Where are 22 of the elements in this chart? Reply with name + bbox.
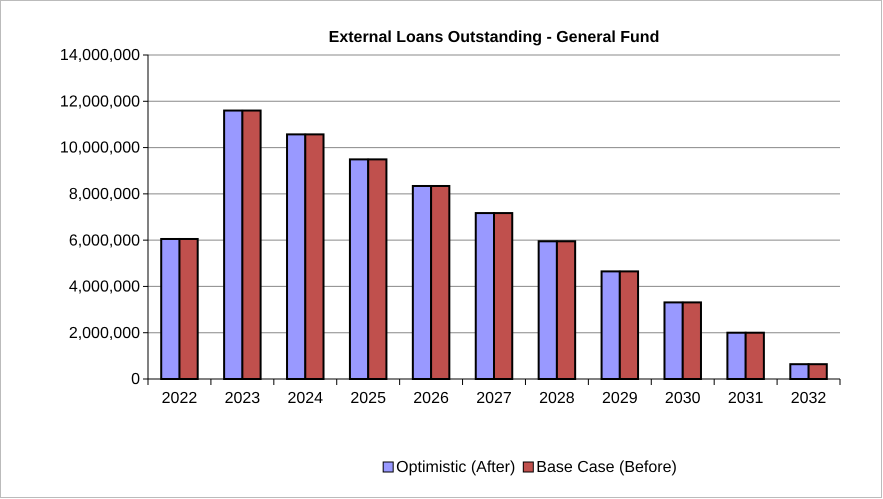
x-tick-label: 2028 bbox=[539, 390, 575, 407]
x-tick-label: 2022 bbox=[162, 390, 198, 407]
y-tick-label: 12,000,000 bbox=[60, 93, 140, 110]
x-tick-label: 2026 bbox=[413, 390, 449, 407]
x-tick-label: 2029 bbox=[602, 390, 638, 407]
y-tick-label: 6,000,000 bbox=[68, 232, 140, 250]
y-tick-label: 10,000,000 bbox=[60, 140, 140, 157]
x-tick-label: 2023 bbox=[224, 390, 260, 407]
y-tick-label: 14,000,000 bbox=[60, 47, 140, 64]
x-tick-label: 2031 bbox=[728, 390, 764, 407]
x-tick-label: 2024 bbox=[287, 390, 324, 407]
y-tick-label: 8,000,000 bbox=[68, 186, 140, 203]
x-tick-label: 2025 bbox=[350, 390, 386, 407]
legend-label: Base Case (Before) bbox=[536, 459, 677, 476]
chart-title: External Loans Outstanding - General Fund bbox=[328, 29, 660, 46]
y-tick-label: 0 bbox=[131, 371, 140, 388]
y-tick-label: 4,000,000 bbox=[68, 278, 140, 296]
x-tick-label: 2032 bbox=[790, 390, 826, 407]
legend-label: Optimistic (After) bbox=[396, 459, 516, 476]
y-tick-label: 2,000,000 bbox=[68, 324, 140, 342]
x-tick-label: 2030 bbox=[664, 390, 701, 407]
x-tick-label: 2027 bbox=[476, 390, 512, 407]
